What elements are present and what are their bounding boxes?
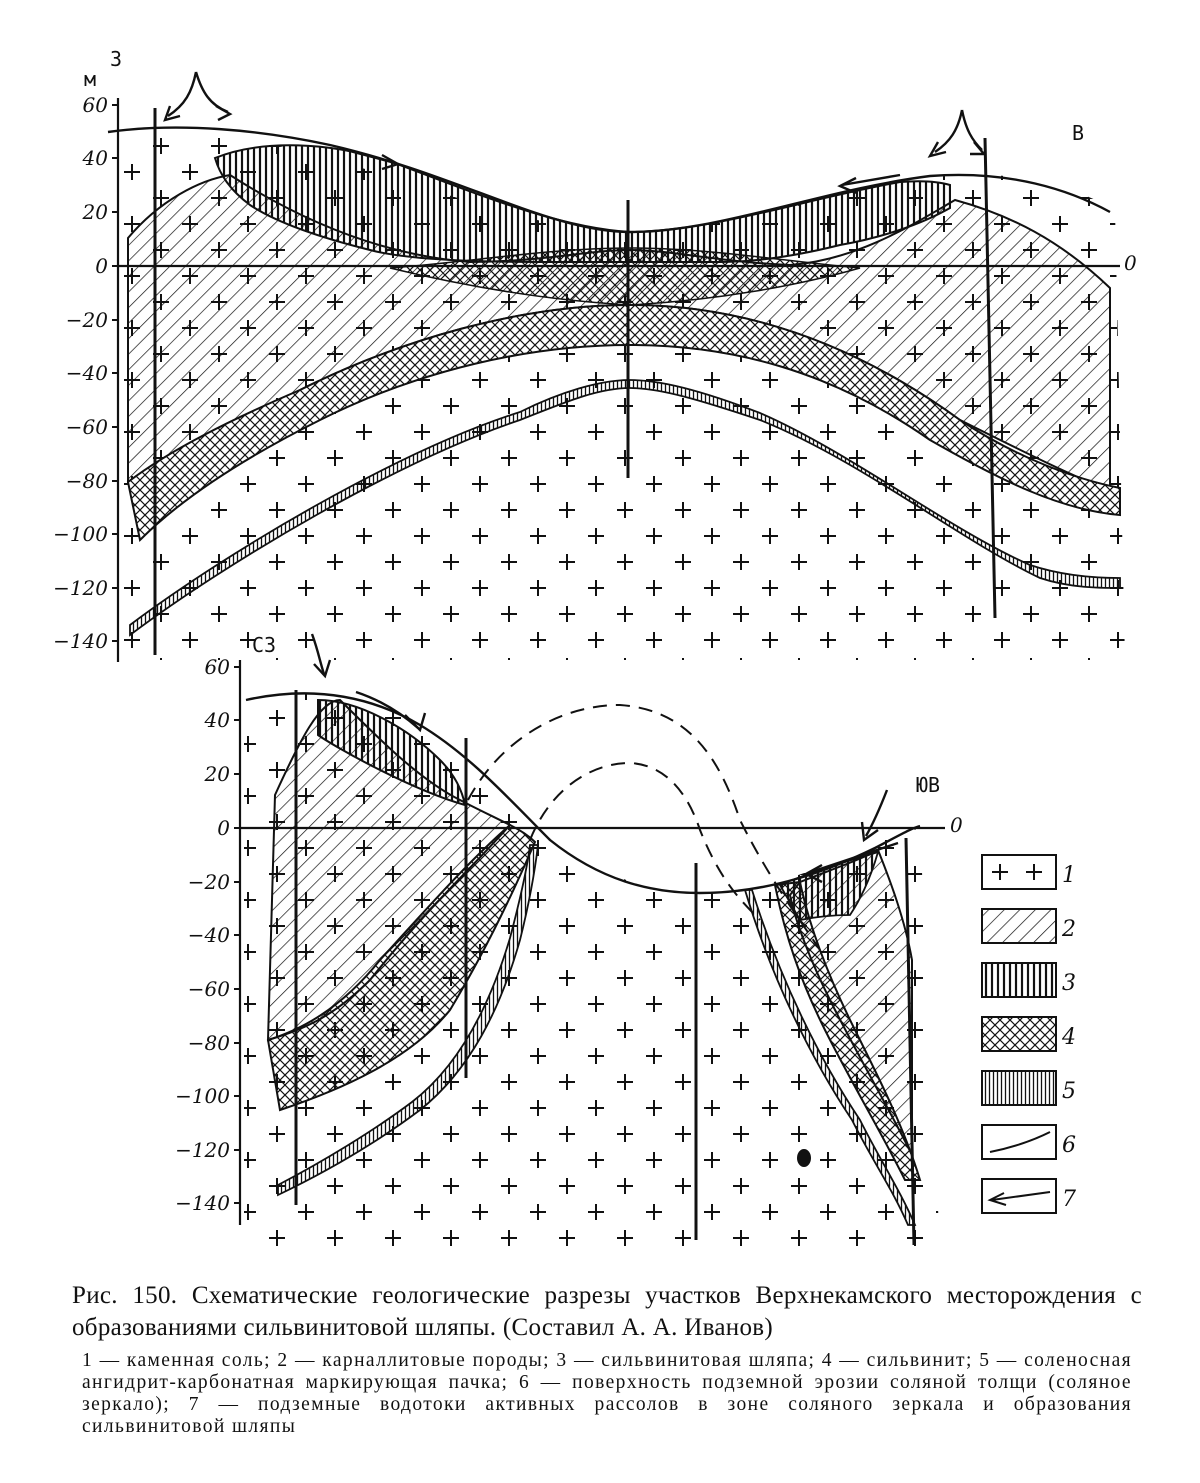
legend-item-2: 2 bbox=[981, 908, 1076, 944]
upper-tick-label: −80 bbox=[66, 469, 108, 493]
upper-sylvinite-layer-hatch bbox=[126, 303, 1121, 543]
upper-dir-left-label: З bbox=[110, 47, 122, 71]
upper-tick-label: −140 bbox=[53, 629, 108, 653]
upper-y-ticks bbox=[112, 104, 118, 642]
upper-marker-bed bbox=[129, 379, 1121, 637]
caption-notes: 1 — каменная соль; 2 — карналлитовые пор… bbox=[82, 1350, 1132, 1437]
upper-tick-label: −60 bbox=[66, 415, 108, 439]
legend-key: 2 bbox=[1061, 917, 1076, 942]
lower-dir-left-label: СЗ bbox=[252, 633, 276, 657]
lower-dashed-inner bbox=[529, 761, 761, 921]
upper-salt-mirror-line bbox=[107, 126, 1111, 234]
lower-borehole-right bbox=[904, 837, 916, 1246]
legend-item-6: 6 bbox=[981, 1124, 1076, 1160]
upper-tick-label: 40 bbox=[82, 146, 109, 170]
lower-tick-label: 20 bbox=[204, 762, 231, 786]
lower-tick-label: −60 bbox=[188, 977, 230, 1001]
upper-tick-label: 20 bbox=[82, 200, 109, 224]
legend-key: 7 bbox=[1062, 1187, 1076, 1212]
lower-tick-label: −100 bbox=[175, 1084, 230, 1108]
lower-marker-left bbox=[277, 844, 540, 1197]
upper-tick-label: −100 bbox=[53, 522, 108, 546]
upper-tick-label: 0 bbox=[95, 254, 108, 278]
figure-caption: Рис. 150. Схематические геологические ра… bbox=[72, 1280, 1142, 1438]
lower-tick-label: −80 bbox=[188, 1031, 230, 1055]
upper-y-tick-labels: 60 40 20 0 −20 −40 −60 −80 −100 −120 −14… bbox=[53, 93, 108, 653]
upper-flow-arrows bbox=[163, 71, 987, 195]
lower-flow-arrows bbox=[310, 633, 899, 884]
lower-tick-label: 60 bbox=[205, 655, 231, 679]
lower-dir-right-label: ЮВ bbox=[916, 773, 940, 797]
legend-key: 6 bbox=[1062, 1133, 1076, 1158]
caption-title: Рис. 150. Схематические геологические ра… bbox=[72, 1282, 1142, 1341]
upper-zero-label: 0 bbox=[1124, 251, 1137, 275]
lower-tick-label: −40 bbox=[188, 923, 230, 947]
legend-item-1: 1 bbox=[981, 854, 1076, 890]
lower-tick-label: −140 bbox=[175, 1191, 230, 1215]
upper-tick-label: 60 bbox=[83, 93, 109, 117]
upper-section: 60 40 20 0 −20 −40 −60 −80 −100 −120 −14… bbox=[53, 47, 1137, 662]
lower-y-tick-labels: 60 40 20 0 −20 −40 −60 −80 −100 −120 −14… bbox=[175, 655, 230, 1215]
upper-dir-right-label: В bbox=[1072, 121, 1084, 145]
upper-tick-label: −20 bbox=[66, 308, 108, 332]
upper-unit-label: м bbox=[84, 67, 96, 91]
lower-tick-label: 40 bbox=[204, 708, 231, 732]
legend-key: 1 bbox=[1062, 863, 1076, 888]
upper-sylvinite-cap bbox=[213, 144, 951, 263]
upper-tick-label: −120 bbox=[53, 576, 108, 600]
legend-item-3: 3 bbox=[981, 962, 1076, 998]
legend-key: 3 bbox=[1062, 971, 1076, 996]
lower-ink-blot bbox=[797, 1149, 811, 1167]
lower-section: 60 40 20 0 −20 −40 −60 −80 −100 −120 −14… bbox=[175, 633, 963, 1250]
upper-borehole-right bbox=[983, 137, 997, 619]
lower-tick-label: −120 bbox=[175, 1138, 230, 1162]
legend-item-4: 4 bbox=[981, 1016, 1076, 1052]
lower-tick-label: 0 bbox=[217, 816, 230, 840]
upper-tick-label: −40 bbox=[66, 361, 108, 385]
lower-dashed-outer bbox=[467, 703, 821, 951]
legend: 1 2 3 4 5 6 7 bbox=[981, 854, 1076, 1214]
lower-y-ticks bbox=[234, 666, 240, 1204]
legend-item-7: 7 bbox=[981, 1178, 1076, 1214]
legend-key: 4 bbox=[1061, 1025, 1076, 1050]
legend-item-5: 5 bbox=[981, 1070, 1076, 1106]
geologic-sections-figure: 60 40 20 0 −20 −40 −60 −80 −100 −120 −14… bbox=[53, 47, 1137, 1250]
legend-key: 5 bbox=[1062, 1079, 1076, 1104]
lower-tick-label: −20 bbox=[188, 870, 230, 894]
lower-sylvinite-left bbox=[266, 823, 537, 1112]
lower-zero-label: 0 bbox=[950, 813, 963, 837]
